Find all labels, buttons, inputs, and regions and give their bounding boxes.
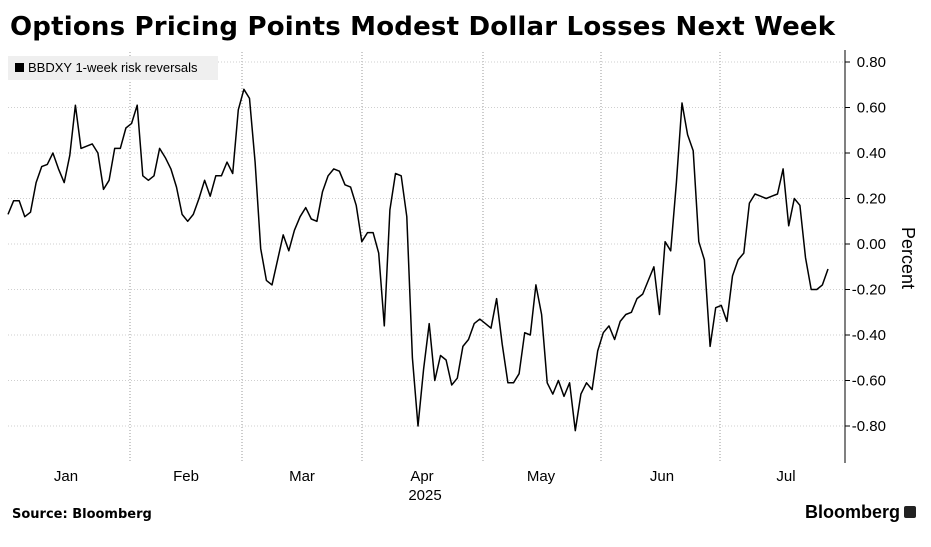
legend-swatch xyxy=(15,63,24,73)
x-tick-label: May xyxy=(527,468,556,485)
legend: BBDXY 1-week risk reversals xyxy=(8,56,218,80)
bloomberg-terminal-icon xyxy=(904,506,917,519)
y-tick-label: -0.60 xyxy=(852,373,886,390)
x-tick-label: Apr xyxy=(410,468,433,485)
x-tick-label: Jun xyxy=(650,468,674,485)
series-line xyxy=(7,88,829,432)
y-tick-label: 0.60 xyxy=(857,100,886,117)
y-axis: 0.80 0.60 0.40 0.20 0.00 -0.20 -0.40 -0.60 -0.80 xyxy=(8,50,886,463)
x-tick-label: Mar xyxy=(289,468,315,485)
x-tick-label: Jul xyxy=(776,468,795,485)
y-tick-label: 0.20 xyxy=(857,191,886,208)
vertical-gridlines xyxy=(129,52,721,462)
brand-name: Bloomberg xyxy=(805,502,901,522)
y-axis-label: Percent xyxy=(898,227,918,289)
y-tick-label: -0.40 xyxy=(852,327,886,344)
y-tick-label: -0.20 xyxy=(852,282,886,299)
source-note: Source: Bloomberg xyxy=(12,507,152,522)
x-tick-label: Feb xyxy=(173,468,199,485)
y-tick-label: -0.80 xyxy=(852,418,886,435)
brand-logo: Bloomberg xyxy=(805,502,917,523)
x-tick-label: Jan xyxy=(54,468,78,485)
y-tick-label: 0.00 xyxy=(857,236,886,253)
legend-label: BBDXY 1-week risk reversals xyxy=(28,60,198,75)
y-tick-label: 0.40 xyxy=(857,145,886,162)
y-tick-label: 0.80 xyxy=(857,54,886,71)
x-axis: Jan Feb Mar Apr May Jun Jul xyxy=(54,468,796,485)
x-axis-year-label: 2025 xyxy=(408,487,441,504)
chart-title: Options Pricing Points Modest Dollar Los… xyxy=(10,12,836,42)
